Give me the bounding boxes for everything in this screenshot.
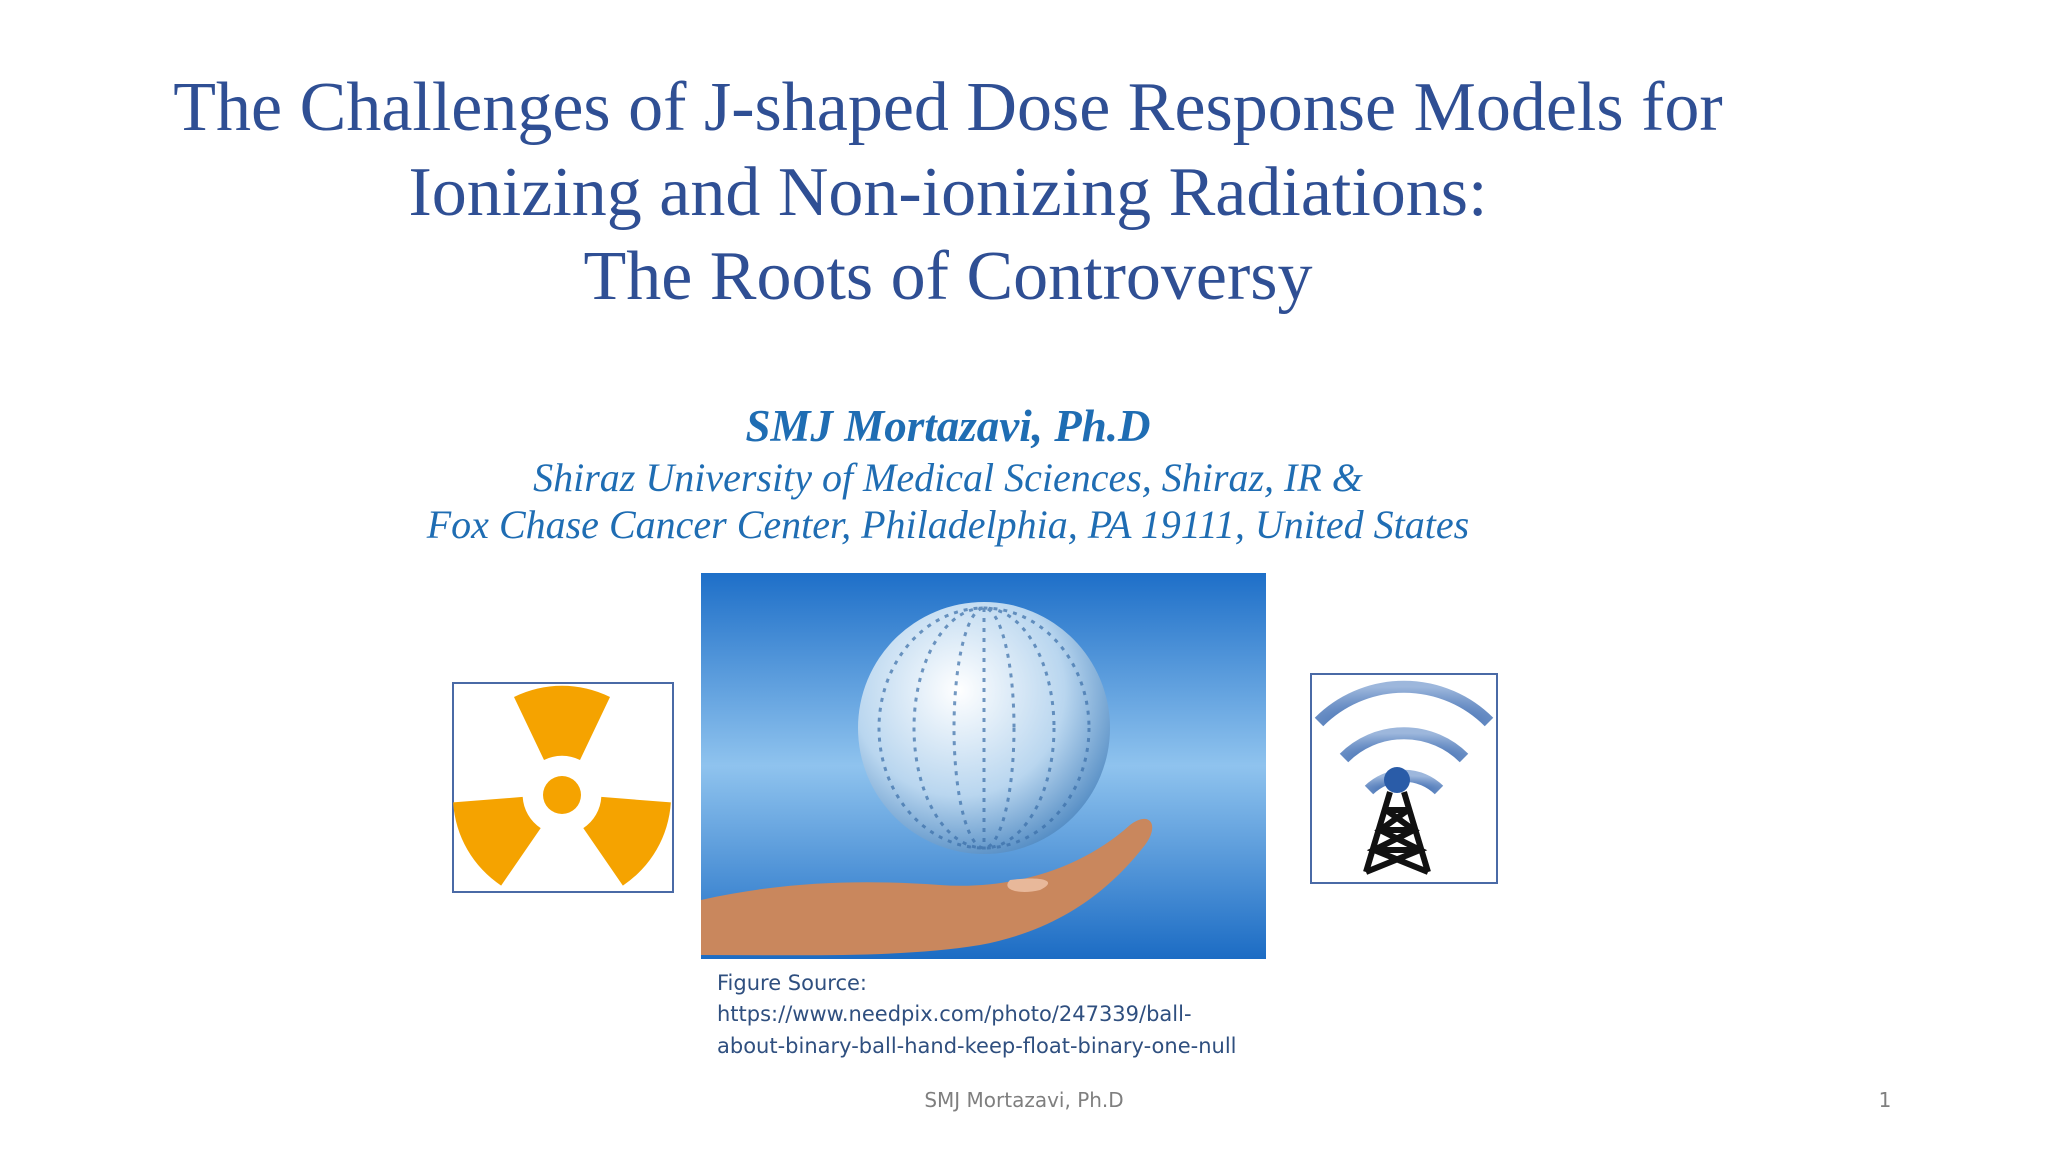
ball-hand-image — [701, 573, 1266, 959]
page-number: 1 — [1879, 1088, 1892, 1112]
author: SMJ Mortazavi, Ph.D — [745, 401, 1150, 451]
title-line: The Roots of Controversy — [583, 238, 1312, 315]
figure-source: https://www.needpix.com/photo/247339/bal… — [717, 1002, 1192, 1026]
figure-source: about-binary-ball-hand-keep-float-binary… — [717, 1034, 1236, 1058]
title-line: The Challenges of J-shaped Dose Response… — [173, 69, 1722, 146]
title-line: Ionizing and Non-ionizing Radiations: — [409, 154, 1488, 231]
affiliation: Shiraz University of Medical Sciences, S… — [533, 455, 1363, 500]
affiliation: Fox Chase Cancer Center, Philadelphia, P… — [426, 502, 1469, 547]
tower-icon — [1310, 673, 1498, 884]
footer: SMJ Mortazavi, Ph.D — [924, 1088, 1123, 1112]
figure-source: Figure Source: — [717, 971, 867, 995]
radiation-icon — [452, 682, 674, 893]
